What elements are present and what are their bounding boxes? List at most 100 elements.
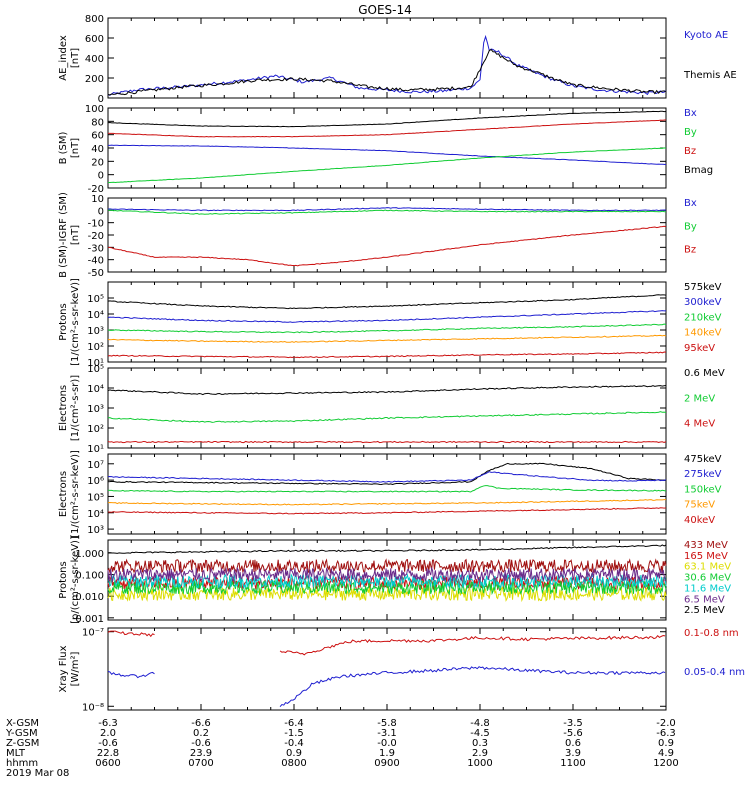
series-line <box>107 384 667 396</box>
x-axis-value: 23.9 <box>190 748 212 759</box>
legend-label: 30.6 MeV <box>684 573 731 584</box>
series-line <box>107 294 667 310</box>
x-axis-value: -4.5 <box>470 728 490 739</box>
series-line <box>107 440 667 444</box>
series-line <box>107 207 667 212</box>
x-axis-value: 1200 <box>653 758 678 769</box>
legend-label: Bx <box>684 108 697 119</box>
y-axis-unit: [1/(cm²-s-sr-keV)] <box>70 278 81 366</box>
legend-label: 475keV <box>684 454 722 465</box>
y-tick-label: 200 <box>85 74 104 85</box>
x-axis-value: -3.1 <box>377 728 397 739</box>
series-line <box>107 670 155 679</box>
y-tick-label: 10³ <box>87 326 104 337</box>
y-tick-label: 0.001 <box>75 614 104 625</box>
y-tick-label: 10² <box>87 342 104 353</box>
x-axis-value: 0.3 <box>472 738 488 749</box>
panel-2: -20 0 20 40 60 80 100 B (SM) [nT] Bx By Bz Bmag <box>58 104 713 195</box>
y-tick-label: 10 <box>91 194 104 205</box>
legend-label: 165 MeV <box>684 551 728 562</box>
y-axis-unit: [nT] <box>70 225 81 245</box>
y-axis-label: AE_index <box>58 35 69 81</box>
series-line <box>107 630 155 638</box>
series-line <box>107 144 667 166</box>
x-axis-row-label: Y-GSM <box>5 728 38 739</box>
y-axis-unit: [nT] <box>70 48 81 68</box>
x-axis-value: 22.8 <box>97 748 119 759</box>
y-axis-unit: [W/m²] <box>70 651 81 686</box>
x-axis-value: 1100 <box>560 758 585 769</box>
series-line <box>107 209 667 215</box>
series-line <box>107 323 667 334</box>
y-tick-label: 10¹ <box>87 358 104 369</box>
panel-5: 10¹ 10² 10³ 10⁴ 10⁵ Electrons [1/(cm²-s-sr)] 0.… <box>58 364 725 455</box>
x-axis-value: -2.0 <box>656 718 676 729</box>
series-line <box>107 586 667 603</box>
y-tick-label: 10³ <box>87 404 104 415</box>
y-tick-label: 0 <box>98 206 104 217</box>
x-axis-value: 0.2 <box>193 728 209 739</box>
panel-1: 0 200 400 600 800 AE_index [nT] Kyoto AE Themis … <box>58 14 737 105</box>
series-line <box>279 634 666 656</box>
y-tick-label: -10 <box>88 219 104 230</box>
y-tick-label: 10⁷ <box>87 460 104 471</box>
y-tick-label: 100 <box>85 104 104 115</box>
panel-frame <box>107 367 667 449</box>
legend-label: 4 MeV <box>684 419 715 430</box>
y-axis-label: Electrons <box>58 471 69 517</box>
x-axis-value: 0.6 <box>565 738 581 749</box>
y-tick-label: 10⁵ <box>87 364 104 375</box>
legend-label: 210keV <box>684 312 722 323</box>
legend-label: 2 MeV <box>684 393 715 404</box>
x-axis-row-label: hhmm <box>6 758 38 769</box>
x-axis-value: 1.9 <box>379 748 395 759</box>
series-line <box>107 471 667 483</box>
legend-label: 0.6 MeV <box>684 368 725 379</box>
series-line <box>107 334 667 343</box>
y-tick-label: 10⁴ <box>87 310 104 321</box>
x-axis-value: -1.5 <box>284 728 304 739</box>
y-axis-unit: [nT] <box>70 138 81 158</box>
series-line <box>107 48 667 96</box>
legend-label: 575keV <box>684 282 722 293</box>
legend-label: 275keV <box>684 469 722 480</box>
legend-label: 40keV <box>684 515 715 526</box>
y-tick-label: 80 <box>91 117 104 128</box>
x-axis-value: 1000 <box>467 758 492 769</box>
series-line <box>107 225 667 267</box>
legend-label: 2.5 MeV <box>684 605 725 616</box>
y-tick-label: 20 <box>91 157 104 168</box>
series-line <box>107 499 667 506</box>
x-axis-value: -0.4 <box>284 738 304 749</box>
y-axis-label: Electrons <box>58 385 69 431</box>
x-axis-value: -0.6 <box>191 738 211 749</box>
x-axis-value: 0800 <box>281 758 306 769</box>
legend-label: By <box>684 221 697 232</box>
y-tick-label: -30 <box>88 243 104 254</box>
legend-label: 6.5 MeV <box>684 594 725 605</box>
legend-label: 140keV <box>684 328 722 339</box>
y-axis-label: B (SM)-IGRF (SM) <box>58 192 69 278</box>
y-tick-label: 10⁶ <box>87 476 104 487</box>
x-axis-value: 3.9 <box>565 748 581 759</box>
legend-label: 75keV <box>684 500 715 511</box>
legend-label: 0.1-0.8 nm <box>684 628 739 639</box>
x-axis-value: -6.3 <box>656 728 676 739</box>
legend-label: Bx <box>684 198 697 209</box>
y-tick-label: 0 <box>98 171 104 182</box>
series-line <box>107 558 667 575</box>
x-axis-value: 4.9 <box>658 748 674 759</box>
series-line <box>107 462 667 486</box>
x-axis-value: -5.6 <box>563 728 583 739</box>
series-line <box>107 351 667 359</box>
y-tick-label: 10⁴ <box>87 384 104 395</box>
x-axis-value: -4.8 <box>470 718 490 729</box>
y-axis-label: Xray Flux <box>58 645 69 692</box>
y-tick-label: 0.100 <box>75 571 104 582</box>
series-line <box>107 34 667 96</box>
legend-label: 95keV <box>684 343 715 354</box>
x-axis-value: -5.8 <box>377 718 397 729</box>
x-axis-value: 0.9 <box>286 748 302 759</box>
y-tick-label: -20 <box>88 184 104 195</box>
